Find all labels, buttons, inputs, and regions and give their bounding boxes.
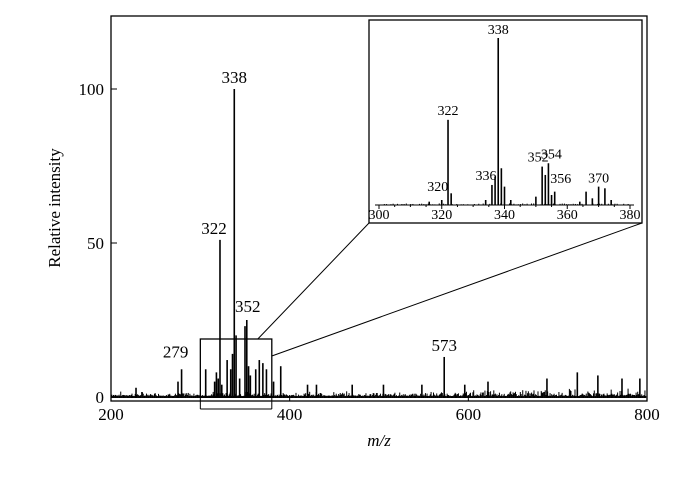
major-peaks: 279 322 338 352 573 — [163, 68, 457, 398]
peak-label-322: 322 — [201, 219, 227, 238]
zoom-region-box — [199, 338, 273, 398]
x-tick-label: 200 — [98, 405, 124, 424]
inset-peak-label-356: 356 — [550, 172, 571, 187]
y-tick-label: 50 — [87, 234, 104, 253]
inset-x-tick-label: 340 — [494, 208, 515, 223]
y-axis-label: Relative intensity — [45, 148, 64, 268]
inset-peak-label-354: 354 — [541, 147, 562, 162]
zoom-connector-line — [257, 222, 370, 340]
inset-peak-label-352: 352 — [528, 151, 549, 166]
x-tick-label: 600 — [456, 405, 482, 424]
zoom-connector-line — [271, 222, 643, 357]
peak-label-573: 573 — [431, 336, 457, 355]
inset-x-tick-label: 300 — [369, 208, 390, 223]
peak-label-338: 338 — [222, 68, 248, 87]
inset-x-tick-label: 380 — [620, 208, 641, 223]
inset-peak-label-322: 322 — [438, 104, 459, 119]
peak-label-279: 279 — [163, 342, 189, 361]
inset-peak-label-336: 336 — [475, 169, 496, 184]
y-tick-label: 100 — [79, 80, 105, 99]
axis-ticks: 200 400 600 800 0 50 100 — [79, 80, 660, 424]
minor-peaks — [135, 326, 641, 398]
inset-frame — [368, 19, 643, 224]
inset-x-tick-label: 360 — [557, 208, 578, 223]
x-tick-label: 800 — [634, 405, 660, 424]
inset-axis-ticks: 300 320 340 360 380 — [369, 204, 641, 223]
inset-minor-peaks — [381, 168, 629, 205]
inset-peak-label-370: 370 — [588, 172, 609, 187]
y-tick-label: 0 — [96, 388, 105, 407]
peak-label-352: 352 — [235, 297, 261, 316]
baseline-noise — [111, 388, 647, 398]
inset-x-tick-label: 320 — [431, 208, 452, 223]
inset-peak-label-338: 338 — [488, 23, 509, 38]
plot-frame — [110, 15, 648, 402]
x-axis-label: m/z — [367, 431, 391, 450]
x-tick-label: 400 — [277, 405, 303, 424]
inset-peak-label-320: 320 — [427, 180, 448, 195]
